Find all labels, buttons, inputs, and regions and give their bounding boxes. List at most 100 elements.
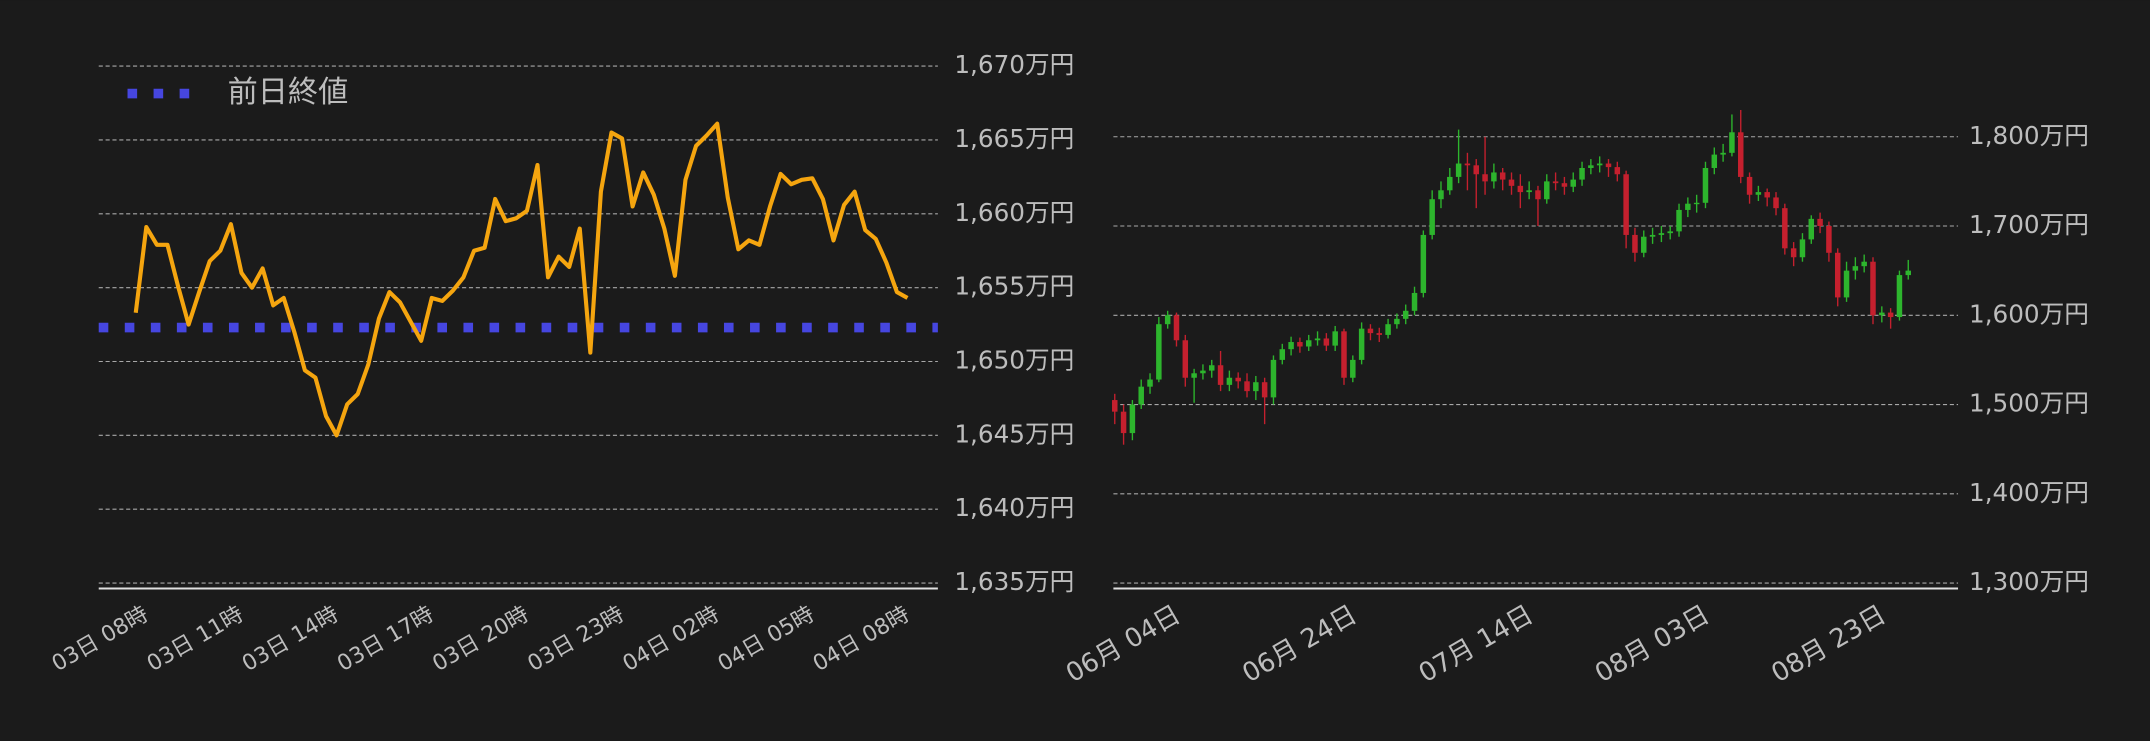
candle-body: [1341, 331, 1347, 378]
candle-body: [1261, 382, 1268, 398]
candle-body: [1817, 218, 1823, 227]
y-tick-label: 1,635万円: [954, 567, 1074, 596]
candle-body: [1314, 338, 1321, 341]
y-tick-label: 1,670万円: [954, 50, 1074, 79]
candle-body: [1755, 192, 1762, 195]
candle-body: [1649, 234, 1656, 237]
candle-body: [1120, 411, 1127, 434]
candle-body: [1746, 176, 1753, 195]
candle-body: [1711, 154, 1718, 168]
y-tick-label: 1,500万円: [1969, 389, 2089, 418]
candle-body: [1173, 315, 1180, 341]
candle-body: [1411, 292, 1418, 311]
candle-body: [1879, 312, 1885, 316]
candle-body: [1605, 163, 1612, 168]
candle-body: [1702, 167, 1709, 203]
candle-body: [1182, 340, 1189, 378]
candle-body: [1544, 181, 1550, 200]
y-tick-label: 1,800万円: [1969, 121, 2089, 150]
candle-body: [1738, 132, 1744, 177]
candle-body: [1729, 132, 1735, 153]
candle-body: [1420, 234, 1427, 293]
y-tick-label: 1,645万円: [954, 419, 1074, 448]
candle-body: [1773, 197, 1779, 209]
candle-body: [1720, 152, 1726, 155]
candle-body: [1508, 179, 1515, 186]
candle-body: [1138, 386, 1144, 405]
candle-body: [1164, 315, 1171, 325]
candle-body: [1402, 310, 1409, 319]
candle-body: [1596, 163, 1603, 166]
candle-body: [1579, 167, 1585, 180]
candle-body: [1561, 183, 1568, 187]
candle-body: [1667, 231, 1673, 234]
candle-body: [1808, 218, 1815, 240]
candle-body: [1826, 226, 1832, 253]
candle-body: [1385, 324, 1391, 335]
candle-body: [1147, 379, 1153, 387]
candle-body: [1129, 404, 1136, 434]
candle-body: [1641, 236, 1647, 253]
candle-body: [1288, 342, 1294, 350]
candle-body: [1191, 373, 1197, 378]
candle-body: [1367, 328, 1374, 334]
candle-body: [1156, 324, 1162, 380]
candle-body: [1226, 377, 1233, 385]
y-tick-label: 1,655万円: [954, 272, 1074, 301]
candle-body: [1614, 167, 1621, 175]
candle-body: [1253, 382, 1259, 392]
candle-body: [1209, 365, 1215, 371]
candle-body: [1112, 400, 1118, 412]
candle-body: [1685, 203, 1691, 210]
candle-body: [1887, 312, 1894, 318]
candle-body: [1491, 172, 1497, 182]
candle-body: [1473, 165, 1479, 175]
candle-body: [1782, 208, 1788, 249]
candle-body: [1244, 381, 1250, 392]
candle-body: [1217, 365, 1224, 385]
candle-body: [1376, 333, 1383, 335]
y-tick-label: 1,650万円: [954, 345, 1074, 374]
candle-body: [1896, 275, 1903, 318]
candle-body: [1297, 342, 1303, 347]
candle-body: [1552, 181, 1559, 184]
candle-body: [1632, 234, 1638, 253]
candle-body: [1270, 359, 1277, 398]
candle-body: [1790, 248, 1797, 258]
candle-body: [1526, 190, 1532, 193]
candle-body: [1852, 266, 1859, 271]
candle-body: [1429, 199, 1435, 235]
candle-body: [1861, 261, 1867, 267]
candle-body: [1870, 261, 1876, 316]
candle-body: [1464, 163, 1471, 166]
price-line: [133, 121, 909, 438]
candle-body: [1358, 328, 1365, 360]
y-tick-label: 1,640万円: [954, 493, 1074, 522]
candle-body: [1235, 377, 1241, 382]
y-tick-label: 1,700万円: [1969, 210, 2089, 239]
candle-body: [1905, 270, 1912, 276]
candle-body: [1394, 318, 1400, 325]
y-tick-label: 1,665万円: [954, 124, 1074, 153]
candle-body: [1438, 190, 1444, 200]
candle-body: [1588, 165, 1594, 168]
y-tick-label: 1,660万円: [954, 198, 1074, 227]
candle-body: [1676, 209, 1682, 232]
y-tick-label: 1,400万円: [1969, 478, 2089, 507]
candle-body: [1570, 179, 1576, 187]
candle-body: [1447, 176, 1453, 191]
candle-body: [1658, 233, 1665, 235]
candle-body: [1799, 239, 1806, 258]
candle-body: [1693, 202, 1700, 205]
candle-body: [1482, 174, 1488, 182]
candle-body: [1535, 190, 1541, 200]
candle-body: [1843, 270, 1850, 298]
candle-body: [1279, 349, 1286, 360]
y-tick-label: 1,300万円: [1969, 567, 2089, 596]
candle-body: [1323, 338, 1330, 346]
legend-label: 前日終値: [228, 75, 349, 110]
candle-body: [1455, 163, 1462, 177]
